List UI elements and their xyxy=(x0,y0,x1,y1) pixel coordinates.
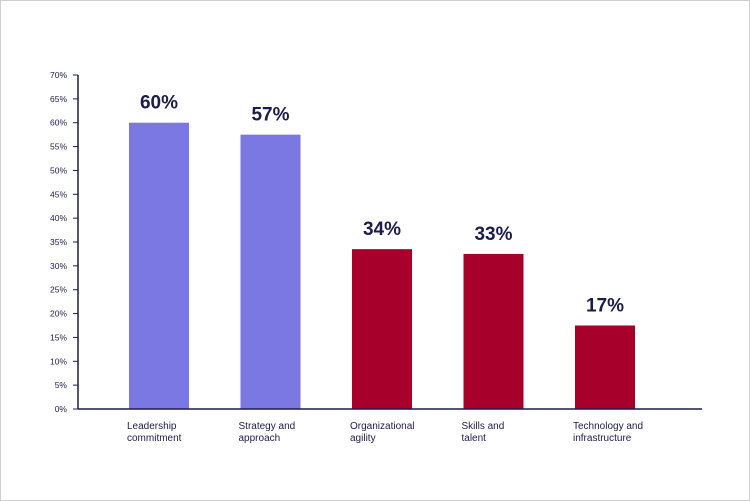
y-tick-label: 10% xyxy=(50,356,67,366)
y-tick-label: 60% xyxy=(50,118,67,128)
category-label-0-line-1: commitment xyxy=(127,433,182,444)
category-label-3-line-1: talent xyxy=(462,433,487,444)
category-label-4-line-0: Technology and xyxy=(573,421,643,432)
category-label-4-line-1: infrastructure xyxy=(573,433,632,444)
bar-0 xyxy=(129,122,189,409)
y-tick-label: 25% xyxy=(50,285,67,295)
y-tick-label: 55% xyxy=(50,142,67,152)
y-tick-label: 45% xyxy=(50,189,67,199)
value-label-3: 33% xyxy=(474,224,512,245)
y-tick-label: 50% xyxy=(50,165,67,175)
bar-3 xyxy=(463,253,524,409)
category-label-2-line-1: agility xyxy=(350,433,376,444)
bar-2 xyxy=(352,249,412,409)
value-label-1: 57% xyxy=(251,105,289,126)
category-label-1-line-1: approach xyxy=(239,433,281,444)
y-tick-label: 15% xyxy=(50,332,67,342)
y-tick-label: 5% xyxy=(55,380,68,390)
bar-1 xyxy=(240,134,301,409)
category-label-0-line-0: Leadership xyxy=(127,421,177,432)
value-label-0: 60% xyxy=(140,93,178,114)
category-label-1-line-0: Strategy and xyxy=(239,421,296,432)
y-tick-label: 70% xyxy=(50,70,67,80)
y-tick-label: 30% xyxy=(50,261,67,271)
bar-4 xyxy=(575,325,635,409)
y-tick-label: 40% xyxy=(50,213,67,223)
value-label-2: 34% xyxy=(363,219,401,240)
category-label-2-line-0: Organizational xyxy=(350,421,414,432)
y-tick-label: 20% xyxy=(50,309,67,319)
category-label-3-line-0: Skills and xyxy=(462,421,505,432)
value-label-4: 17% xyxy=(586,296,624,317)
y-tick-label: 35% xyxy=(50,237,67,247)
y-tick-label: 65% xyxy=(50,94,67,104)
y-tick-label: 0% xyxy=(55,404,68,414)
